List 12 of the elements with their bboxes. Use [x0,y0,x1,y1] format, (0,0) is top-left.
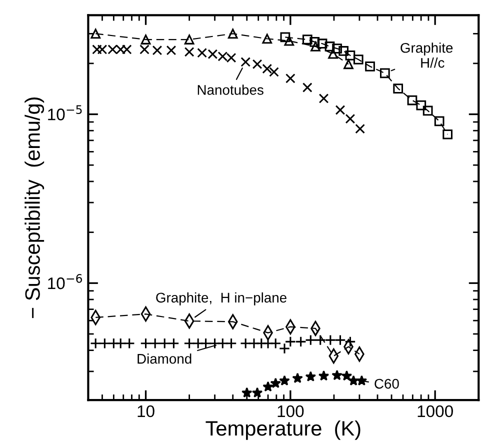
x-tick-label: 10 [138,405,154,418]
x-tick-label: 100 [278,405,304,418]
y-tick-label: 10$^{−6}$ [48,274,82,290]
annotation: Graphite, H in−plane [156,292,286,306]
y-axis-title: − Susceptibility (emu/g) [24,97,44,318]
x-axis-title: Temperature (K) [206,420,360,440]
y-tick-label: 10$^{−5}$ [48,105,82,120]
annotation: Graphite H//c [400,42,453,68]
x-tick-label: 1000 [418,405,453,418]
annotation: C60 [374,378,399,389]
annotation: Nanotubes [198,84,264,95]
annotation: Diamond [138,354,192,364]
